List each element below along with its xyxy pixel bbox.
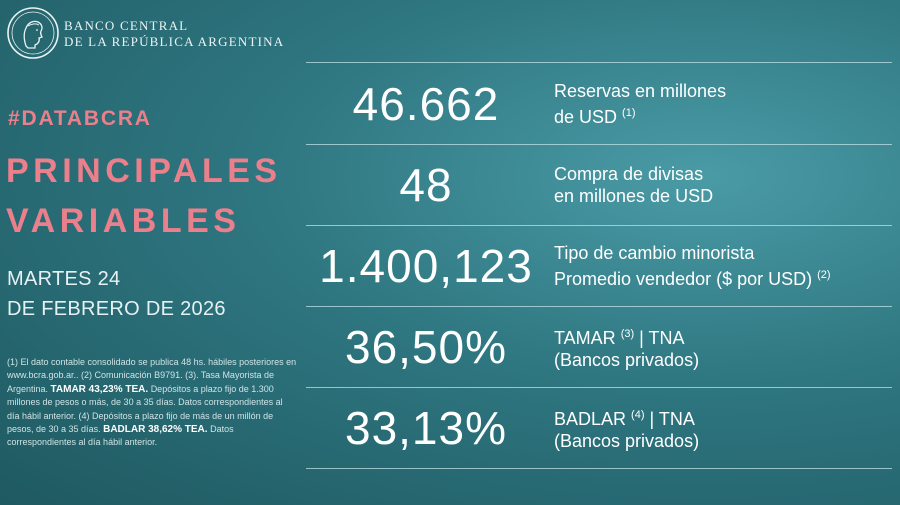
label-line1: BADLAR (4) | TNA <box>554 404 699 430</box>
divider <box>306 468 892 469</box>
indicator-value: 48 <box>399 159 453 211</box>
divider <box>306 144 892 145</box>
indicator-value: 1.400,123 <box>319 240 533 292</box>
label-text: de USD <box>554 106 618 127</box>
title-line1: PRINCIPALES <box>6 152 282 190</box>
label-line1: TAMAR (3) | TNA <box>554 323 699 349</box>
divider <box>306 387 892 388</box>
label-line2: en millones de USD <box>554 186 714 206</box>
indicator-row-exchange-rate: 1.400,123 Tipo de cambio minorista Prome… <box>306 226 892 306</box>
divider <box>306 225 892 226</box>
divider <box>306 306 892 307</box>
indicator-label: Reservas en millones de USD (1) <box>546 80 726 128</box>
label-text: BADLAR <box>554 409 627 429</box>
label-text: | TNA <box>649 409 695 429</box>
label-line1: Compra de divisas <box>554 164 704 184</box>
label-line2: de USD (1) <box>554 102 726 128</box>
indicator-table: 46.662 Reservas en millones de USD (1) 4… <box>306 62 892 469</box>
date: MARTES 24 DE FEBRERO DE 2026 <box>7 264 226 324</box>
footnote-part1: (1) El dato contable consolidado se publ… <box>7 357 297 394</box>
date-line2: DE FEBRERO DE 2026 <box>7 298 226 320</box>
indicator-label: TAMAR (3) | TNA (Bancos privados) <box>546 323 699 371</box>
divider <box>306 62 892 63</box>
indicator-label: Compra de divisas en millones de USD <box>546 163 713 207</box>
footnote-tamar: TAMAR 43,23% TEA. <box>50 383 149 395</box>
indicator-label: Tipo de cambio minorista Promedio vended… <box>546 242 831 290</box>
label-line2: (Bancos privados) <box>554 350 700 370</box>
label-text: TAMAR <box>554 328 616 348</box>
indicator-row-badlar: 33,13% BADLAR (4) | TNA (Bancos privados… <box>306 388 892 468</box>
footnote-part2: Depósitos a plazo fijo de 1.300 millones… <box>7 383 283 435</box>
footnote-ref: (3) <box>620 328 635 340</box>
label-text: | TNA <box>639 328 685 348</box>
indicator-value: 46.662 <box>352 77 500 130</box>
indicator-label: BADLAR (4) | TNA (Bancos privados) <box>546 404 699 452</box>
label-line1: Reservas en millones <box>554 80 727 101</box>
footnote-ref: (4) <box>631 409 645 421</box>
page-title: PRINCIPALES VARIABLES <box>6 146 282 246</box>
footnote-part3: Datos correspondientes al día hábil ante… <box>7 424 234 448</box>
label-text: Promedio vendedor ($ por USD) <box>554 269 813 289</box>
footnotes: (1) El dato contable consolidado se publ… <box>7 356 297 450</box>
label-line2: Promedio vendedor ($ por USD) (2) <box>554 264 831 290</box>
bcra-seal-icon <box>7 7 59 59</box>
label-line1: Tipo de cambio minorista <box>554 243 755 263</box>
indicator-value: 33,13% <box>344 402 507 454</box>
footnote-badlar: BADLAR 38,62% TEA. <box>103 424 208 436</box>
hashtag: #DATABCRA <box>8 107 152 130</box>
title-line2: VARIABLES <box>6 202 241 240</box>
indicator-row-fx-purchase: 48 Compra de divisas en millones de USD <box>306 145 892 225</box>
bank-name: BANCO CENTRAL DE LA REPÚBLICA ARGENTINA <box>64 18 284 50</box>
indicator-row-reserves: 46.662 Reservas en millones de USD (1) <box>306 63 892 144</box>
date-line1: MARTES 24 <box>7 268 121 290</box>
footnote-ref: (1) <box>622 106 636 119</box>
footnote-ref: (2) <box>817 269 831 281</box>
indicator-value: 36,50% <box>344 321 507 373</box>
label-line2: (Bancos privados) <box>554 431 700 451</box>
bank-name-line2: DE LA REPÚBLICA ARGENTINA <box>64 34 285 49</box>
bank-name-line1: BANCO CENTRAL <box>64 18 189 33</box>
indicator-row-tamar: 36,50% TAMAR (3) | TNA (Bancos privados) <box>306 307 892 387</box>
